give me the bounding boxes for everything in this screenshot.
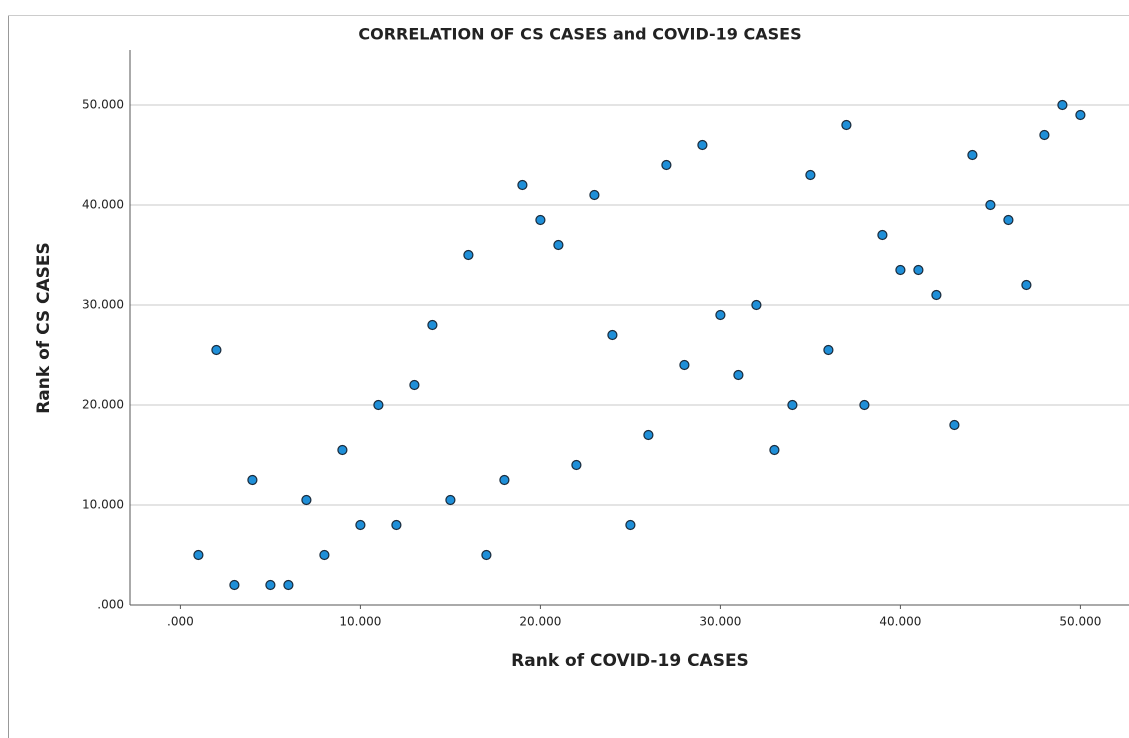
point (463, 249, 474, 261)
point (1003, 214, 1014, 226)
point (841, 119, 852, 131)
point (715, 309, 726, 321)
point (661, 159, 672, 171)
point (1021, 279, 1032, 291)
x-tick-label: 10.000 (339, 615, 381, 629)
point (571, 459, 582, 471)
point (823, 344, 834, 356)
point (805, 169, 816, 181)
chart-title: CORRELATION OF CS CASES and COVID-19 CAS… (358, 25, 801, 44)
y-axis-label: Rank of CS CASES (34, 242, 54, 414)
point (355, 519, 366, 531)
point (589, 189, 600, 201)
point (733, 369, 744, 381)
point (751, 299, 762, 311)
point (481, 549, 492, 561)
point (337, 444, 348, 456)
y-tick-label: 40.000 (82, 198, 124, 212)
point (229, 579, 240, 591)
y-tick-label: 50.000 (82, 98, 124, 112)
point (193, 549, 204, 561)
x-axis-label: Rank of COVID-19 CASES (511, 651, 749, 671)
point (211, 344, 222, 356)
point (949, 419, 960, 431)
point (517, 179, 528, 191)
point (409, 379, 420, 391)
y-tick-label: 30.000 (82, 298, 124, 312)
point (445, 494, 456, 506)
point (787, 399, 798, 411)
y-tick-label: .000 (97, 598, 124, 612)
point (895, 264, 906, 276)
point (391, 519, 402, 531)
point (499, 474, 510, 486)
point (931, 289, 942, 301)
point (985, 199, 996, 211)
point (679, 359, 690, 371)
point (625, 519, 636, 531)
point (319, 549, 330, 561)
point (427, 319, 438, 331)
point (607, 329, 618, 341)
y-tick-label: 20.000 (82, 398, 124, 412)
point (247, 474, 258, 486)
point (535, 214, 546, 226)
point (697, 139, 708, 151)
x-tick-label: 40.000 (879, 615, 921, 629)
point (1039, 129, 1050, 141)
point (859, 399, 870, 411)
point (967, 149, 978, 161)
point (553, 239, 564, 251)
point (643, 429, 654, 441)
x-tick-label: 50.000 (1059, 615, 1101, 629)
y-tick-label: 10.000 (82, 498, 124, 512)
point (913, 264, 924, 276)
point (283, 579, 294, 591)
point (265, 579, 276, 591)
point (1075, 109, 1086, 121)
point (877, 229, 888, 241)
x-tick-label: .000 (167, 615, 194, 629)
point (373, 399, 384, 411)
point (1057, 99, 1068, 111)
point (769, 444, 780, 456)
point (301, 494, 312, 506)
x-tick-label: 20.000 (519, 615, 561, 629)
x-tick-label: 30.000 (699, 615, 741, 629)
